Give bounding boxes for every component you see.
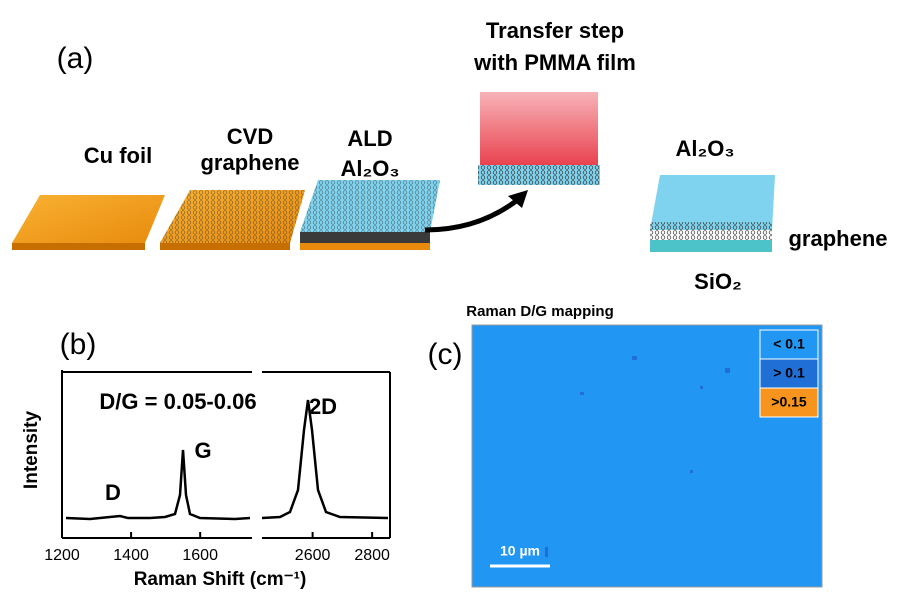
panel-label: (b)	[60, 328, 97, 361]
result-label: Al₂O₃	[675, 136, 734, 161]
legend: < 0.1 > 0.1 >0.15	[760, 330, 818, 417]
peak-label: G	[194, 438, 211, 463]
x-tick-label: 1200	[44, 547, 80, 564]
graphene-lattice	[478, 165, 600, 185]
panel-label: (c)	[428, 338, 463, 371]
step-label: Al₂O₃	[340, 156, 399, 181]
result-label: graphene	[788, 226, 887, 251]
peak-label: D	[105, 480, 121, 505]
legend-label: > 0.1	[773, 365, 805, 381]
sio2-layer	[650, 240, 772, 252]
cu-foil-edge	[12, 243, 145, 250]
x-tick-label: 1400	[113, 547, 149, 564]
result-slab	[650, 175, 775, 230]
x-tick-label: 1600	[182, 547, 218, 564]
graphene-lattice	[650, 222, 772, 240]
map-title: Raman D/G mapping	[466, 303, 614, 320]
legend-label: >0.15	[771, 394, 807, 410]
step-label: Transfer step	[486, 18, 624, 43]
panel-label: (a)	[57, 42, 94, 75]
step-label: graphene	[200, 150, 299, 175]
graphene-lattice	[300, 180, 440, 232]
scale-bar-label: 10 µm	[500, 543, 540, 559]
slab-edge	[300, 232, 430, 243]
arrow	[425, 198, 520, 230]
x-tick-label: 2800	[354, 547, 390, 564]
annotation: D/G = 0.05-0.06	[99, 389, 256, 414]
x-tick-label: 2600	[295, 547, 331, 564]
result-label: SiO₂	[694, 269, 742, 294]
step-label: CVD	[227, 124, 273, 149]
cu-foil	[12, 195, 165, 243]
slab-edge	[160, 243, 290, 250]
legend-label: < 0.1	[773, 336, 805, 352]
step-label: ALD	[347, 126, 392, 151]
graphene-lattice	[160, 190, 305, 243]
x-axis-label: Raman Shift (cm⁻¹)	[134, 569, 307, 590]
step-label: Cu foil	[84, 143, 152, 168]
pmma-film	[480, 92, 598, 165]
peak-label: 2D	[309, 394, 337, 419]
y-axis-label: Intensity	[21, 411, 42, 490]
step-label: with PMMA film	[473, 50, 636, 75]
spectrum	[66, 450, 250, 519]
slab-edge	[300, 243, 430, 250]
figure: (a) Cu foil CVD graphene ALD Al₂O₃ Trans…	[0, 0, 898, 596]
